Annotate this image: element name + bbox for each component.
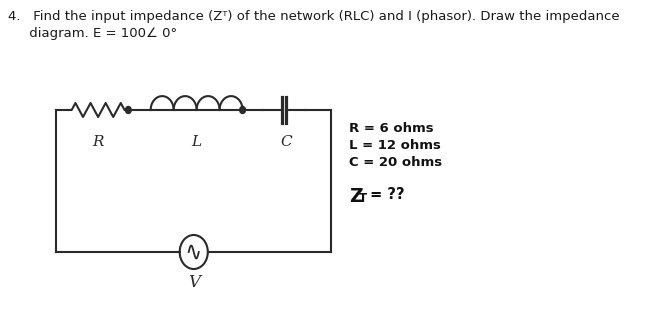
Text: 4.   Find the input impedance (Zᵀ) of the network (RLC) and I (phasor). Draw the: 4. Find the input impedance (Zᵀ) of the … [9,10,620,23]
Text: T: T [359,191,368,204]
Text: V: V [188,274,199,291]
Text: C: C [281,135,292,149]
Text: = ??: = ?? [365,187,405,202]
Circle shape [126,106,131,113]
Text: L: L [192,135,201,149]
Text: R = 6 ohms: R = 6 ohms [349,122,434,135]
Circle shape [239,106,245,113]
Text: C = 20 ohms: C = 20 ohms [349,156,443,169]
Text: L = 12 ohms: L = 12 ohms [349,139,441,152]
Text: R: R [92,135,104,149]
Text: Z: Z [349,187,363,206]
Text: diagram. E = 100∠ 0°: diagram. E = 100∠ 0° [9,27,177,40]
